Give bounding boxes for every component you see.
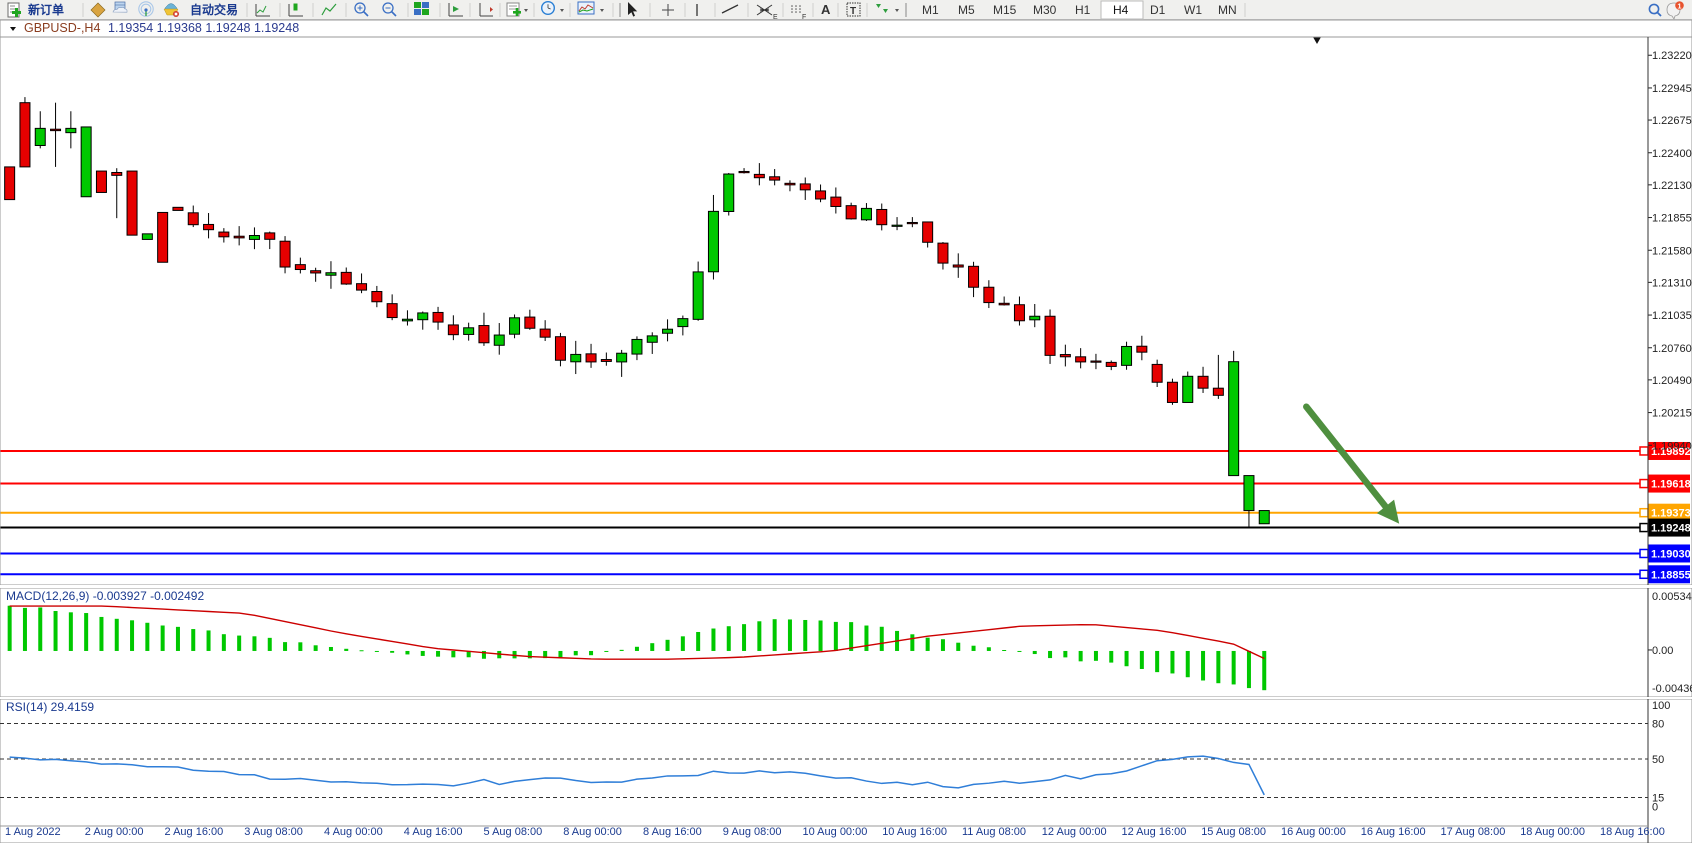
svg-text:16 Aug 16:00: 16 Aug 16:00 xyxy=(1361,826,1426,838)
svg-text:11 Aug 08:00: 11 Aug 08:00 xyxy=(962,826,1026,838)
svg-text:18 Aug 00:00: 18 Aug 00:00 xyxy=(1520,826,1585,838)
svg-text:80: 80 xyxy=(1652,719,1664,731)
svg-text:-0.004368: -0.004368 xyxy=(1652,683,1692,695)
svg-text:M30: M30 xyxy=(1033,3,1057,17)
svg-text:H4: H4 xyxy=(1113,3,1129,17)
svg-text:4 Aug 00:00: 4 Aug 00:00 xyxy=(324,826,383,838)
svg-text:16 Aug 00:00: 16 Aug 00:00 xyxy=(1281,826,1346,838)
svg-text:12 Aug 16:00: 12 Aug 16:00 xyxy=(1122,826,1187,838)
svg-text:18 Aug 16:00: 18 Aug 16:00 xyxy=(1600,826,1665,838)
svg-text:M15: M15 xyxy=(993,3,1017,17)
svg-text:4 Aug 16:00: 4 Aug 16:00 xyxy=(404,826,463,838)
svg-text:1: 1 xyxy=(1677,1,1681,10)
svg-text:RSI(14) 29.4159: RSI(14) 29.4159 xyxy=(6,700,94,714)
svg-text:8 Aug 00:00: 8 Aug 00:00 xyxy=(563,826,622,838)
svg-text:0.00: 0.00 xyxy=(1652,645,1673,657)
svg-text:MN: MN xyxy=(1218,3,1237,17)
svg-text:自动交易: 自动交易 xyxy=(190,2,238,17)
svg-text:1.19354 1.19368 1.19248 1.1924: 1.19354 1.19368 1.19248 1.19248 xyxy=(108,21,299,35)
svg-text:5 Aug 08:00: 5 Aug 08:00 xyxy=(484,826,543,838)
svg-text:H1: H1 xyxy=(1075,3,1091,17)
svg-text:新订单: 新订单 xyxy=(28,2,64,17)
svg-text:1 Aug 2022: 1 Aug 2022 xyxy=(5,826,61,838)
svg-text:0: 0 xyxy=(1652,802,1658,814)
svg-text:12 Aug 00:00: 12 Aug 00:00 xyxy=(1042,826,1107,838)
svg-text:15 Aug 08:00: 15 Aug 08:00 xyxy=(1201,826,1266,838)
svg-text:2 Aug 00:00: 2 Aug 00:00 xyxy=(85,826,144,838)
svg-text:10 Aug 16:00: 10 Aug 16:00 xyxy=(882,826,947,838)
svg-text:2 Aug 16:00: 2 Aug 16:00 xyxy=(165,826,224,838)
svg-text:T: T xyxy=(850,6,856,17)
svg-text:3 Aug 08:00: 3 Aug 08:00 xyxy=(244,826,303,838)
svg-text:50: 50 xyxy=(1652,754,1664,766)
svg-text:D1: D1 xyxy=(1150,3,1166,17)
svg-text:A: A xyxy=(821,2,831,17)
svg-text:M1: M1 xyxy=(922,3,939,17)
svg-text:8 Aug 16:00: 8 Aug 16:00 xyxy=(643,826,702,838)
svg-text:17 Aug 08:00: 17 Aug 08:00 xyxy=(1441,826,1506,838)
svg-text:9 Aug 08:00: 9 Aug 08:00 xyxy=(723,826,782,838)
svg-text:GBPUSD-,H4: GBPUSD-,H4 xyxy=(24,21,100,35)
svg-text:10 Aug 00:00: 10 Aug 00:00 xyxy=(803,826,868,838)
svg-text:0.005341: 0.005341 xyxy=(1652,591,1692,603)
svg-text:MACD(12,26,9) -0.003927 -0.002: MACD(12,26,9) -0.003927 -0.002492 xyxy=(6,589,204,603)
svg-text:100: 100 xyxy=(1652,700,1670,712)
svg-text:W1: W1 xyxy=(1184,3,1202,17)
svg-text:M5: M5 xyxy=(958,3,975,17)
